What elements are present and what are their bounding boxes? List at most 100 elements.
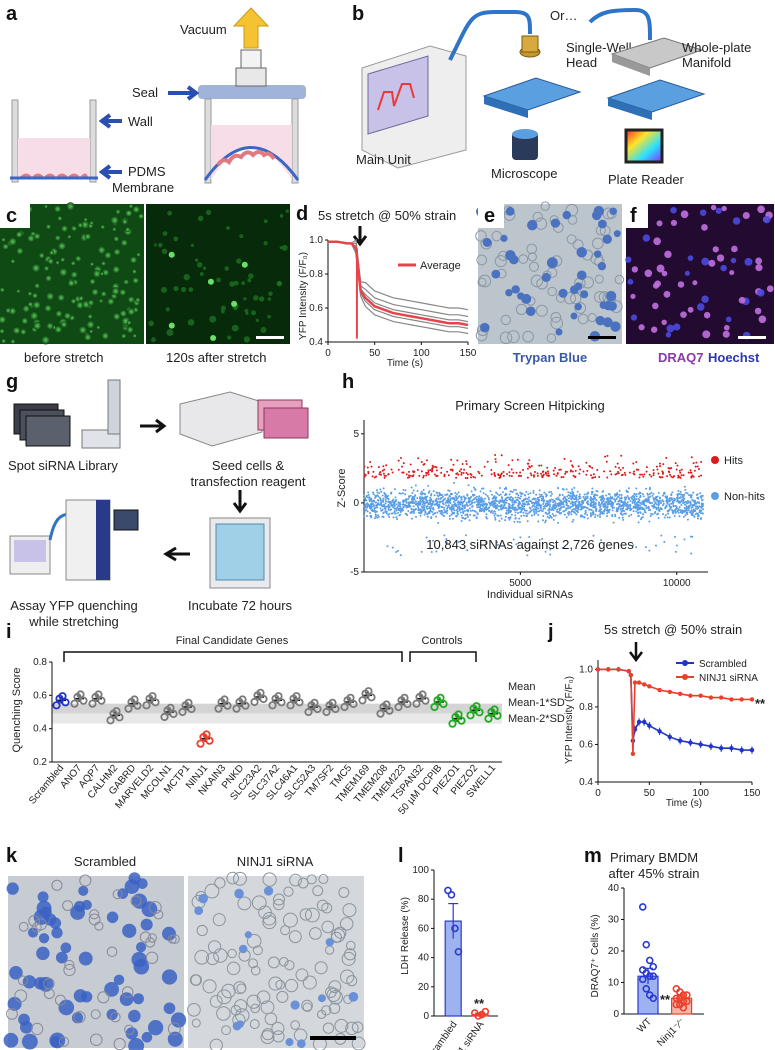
chart-h-point [680, 500, 683, 503]
chart-h-point [518, 517, 521, 520]
label-mean-2sd: Mean-2*SD [508, 713, 565, 725]
cell [0, 287, 5, 293]
incubator-door [215, 523, 265, 581]
cell [170, 1012, 187, 1028]
panel-a: a Vacuum Seal Wall PDMS Membrane [6, 3, 306, 195]
chart-h-point [594, 505, 597, 508]
cell [341, 951, 356, 966]
chart-h-point [635, 495, 638, 498]
chart-h-point [544, 471, 547, 474]
chart-h-point [659, 502, 662, 505]
cell [576, 270, 587, 281]
chart-h-point [425, 474, 428, 477]
cell [60, 224, 69, 233]
chart-h-point [547, 472, 550, 475]
cell [10, 338, 16, 345]
chart-h-point [430, 470, 433, 473]
chart-h-point [541, 538, 544, 541]
chart-h-point [487, 496, 490, 499]
chart-h-point [551, 508, 554, 511]
chart-h-point [624, 473, 627, 476]
chart-h-point [563, 510, 566, 513]
chart-j-point [667, 734, 673, 740]
chart-h-point [431, 464, 434, 467]
chart-h-point [699, 492, 702, 495]
cell [57, 293, 66, 302]
cell [51, 879, 63, 891]
microscope-lens [512, 129, 538, 139]
chart-h-point [411, 495, 414, 498]
chart-h-point [507, 502, 510, 505]
chart-h-point [461, 463, 464, 466]
chart-h-point [446, 470, 449, 473]
chart-h-point [381, 504, 384, 507]
well-wall-left [11, 99, 19, 183]
chart-h-point [414, 494, 417, 497]
chart-h-point [468, 519, 471, 522]
chart-h-point [507, 510, 510, 513]
chart-h-point [436, 494, 439, 497]
chart-h-point [677, 500, 680, 503]
cell [202, 266, 207, 270]
chart-h-point [519, 536, 522, 539]
cell [346, 975, 358, 987]
chart-m-point [638, 903, 647, 911]
cell [224, 266, 230, 271]
chart-h-point [574, 511, 577, 514]
chart-h-point [635, 468, 638, 471]
cell [256, 990, 271, 1005]
chart-h-point [456, 506, 459, 509]
chart-h-point [690, 552, 693, 555]
chart-h-point [696, 517, 699, 520]
chart-h-point [698, 505, 701, 508]
chart-h-point [448, 501, 451, 504]
cell [209, 994, 223, 1008]
chart-h-point [385, 505, 388, 508]
chart-h-point [513, 488, 516, 491]
chart-h-point [618, 499, 621, 502]
chart-h-point [628, 471, 631, 474]
chart-h-point [685, 505, 688, 508]
chart-h-point [419, 492, 422, 495]
cell [89, 278, 96, 285]
cell [610, 321, 621, 332]
chart-j-point [667, 689, 673, 695]
chart-h-point [542, 515, 545, 518]
chart-h-point [476, 506, 479, 509]
chart-h-point [550, 492, 553, 495]
chart-h-point [618, 493, 621, 496]
chart-h-point [469, 513, 472, 516]
cell [476, 254, 488, 266]
cell [67, 279, 76, 287]
cell [566, 234, 577, 245]
chart-m-y-tick-label: 20 [608, 946, 620, 957]
chart-h-point [590, 474, 593, 477]
chart-h-point [520, 504, 523, 507]
chart-j-point [626, 669, 631, 674]
chart-h-point [658, 509, 661, 512]
cell [43, 977, 55, 990]
chart-h-point [633, 470, 636, 473]
chart-h-xlabel: Individual siRNAs [487, 589, 574, 601]
chart-h-point [621, 507, 624, 510]
cell [245, 312, 249, 316]
chart-h-point [441, 495, 444, 498]
chart-h-point [633, 473, 636, 476]
chart-h-point [656, 495, 659, 498]
chart-h-point [667, 470, 670, 473]
chart-h-point [660, 534, 663, 537]
cell [220, 309, 225, 314]
chart-h-point [466, 473, 469, 476]
chart-h-point [683, 485, 686, 488]
chart-h-point [591, 497, 594, 500]
chart-d-x-tick-label: 0 [325, 348, 331, 359]
cell [148, 901, 162, 915]
chart-h-point [384, 493, 387, 496]
chart-h-point [667, 467, 670, 470]
chart-h-point [570, 513, 573, 516]
chart-h-point [650, 491, 653, 494]
chart-h-point [424, 493, 427, 496]
cell [722, 330, 730, 338]
cell [302, 1002, 313, 1013]
chart-h-point [504, 515, 507, 518]
